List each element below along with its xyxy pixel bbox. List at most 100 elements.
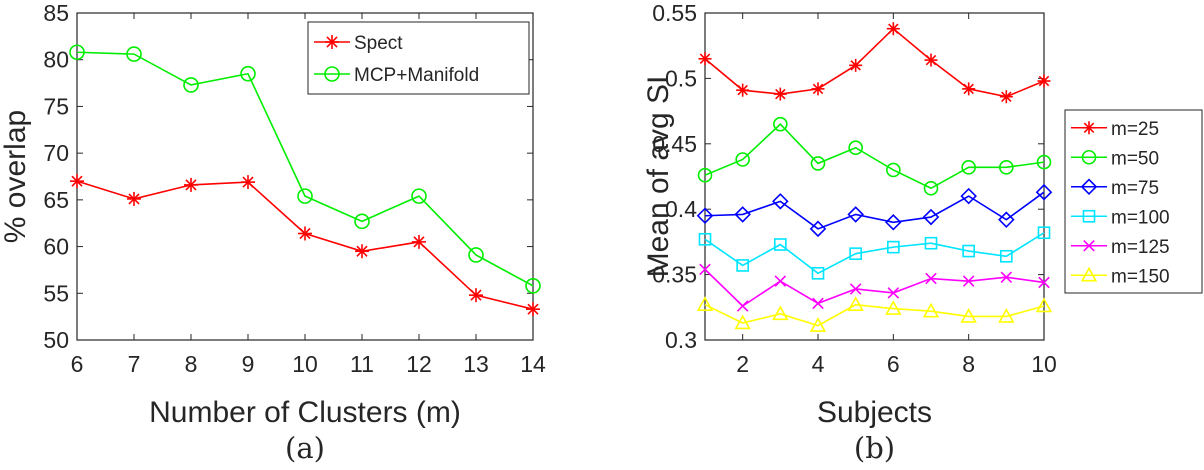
data-point xyxy=(998,307,1015,323)
y-tick-label: 0.4 xyxy=(665,196,697,222)
x-tick-label: 7 xyxy=(128,351,141,377)
marker-circle xyxy=(525,278,541,294)
marker-square xyxy=(1000,249,1013,263)
data-point xyxy=(468,247,484,263)
marker-diamond xyxy=(847,206,864,223)
marker-square xyxy=(1037,226,1051,240)
data-point xyxy=(241,175,255,190)
data-point xyxy=(810,156,826,171)
series-m-150 xyxy=(696,296,1053,332)
marker-stroke xyxy=(888,23,899,34)
marker-triangle xyxy=(1080,266,1098,282)
data-point xyxy=(885,300,902,315)
data-point xyxy=(183,77,199,93)
marker-stroke xyxy=(925,54,937,66)
data-point xyxy=(809,220,827,238)
data-point xyxy=(772,193,789,210)
legend: m=25 m=50 m=75 m=100 m=125 m=150 xyxy=(1064,109,1203,294)
marker-stroke xyxy=(527,303,539,315)
data-point xyxy=(1035,183,1053,201)
marker-square xyxy=(1082,209,1096,223)
marker-stroke xyxy=(812,83,824,95)
marker-stroke xyxy=(849,283,862,295)
y-tick-label: 0.5 xyxy=(665,65,697,91)
marker-circle xyxy=(810,156,826,171)
x-tick-label: 11 xyxy=(350,351,374,377)
legend-box xyxy=(307,21,530,95)
series-m-125 xyxy=(699,263,1050,312)
marker-square xyxy=(774,238,787,251)
x-tick-label: 13 xyxy=(463,351,489,377)
data-point xyxy=(923,180,939,196)
figure-caption: (a) xyxy=(285,431,325,465)
y-tick-label: 55 xyxy=(43,280,69,306)
x-axis-label: Subjects xyxy=(817,396,932,429)
data-point xyxy=(1037,74,1051,88)
marker-stroke xyxy=(925,272,937,285)
data-point xyxy=(412,234,426,249)
marker-circle xyxy=(886,162,901,178)
y-tick-label: 0.35 xyxy=(652,262,697,288)
marker-diamond xyxy=(1080,178,1098,196)
marker-circle xyxy=(697,167,713,183)
marker-stroke xyxy=(699,263,711,276)
legend-entry: m=150 xyxy=(1071,266,1170,287)
legend-label: m=150 xyxy=(1111,266,1170,287)
data-point xyxy=(887,287,900,299)
legend-label: m=25 xyxy=(1111,119,1159,140)
series-m-25 xyxy=(698,22,1051,104)
data-point xyxy=(849,58,863,72)
y-axis-label: % overlap xyxy=(0,110,32,243)
marker-circle xyxy=(240,65,256,82)
marker-circle xyxy=(297,188,313,204)
marker-circle xyxy=(1036,154,1052,170)
data-point xyxy=(848,140,863,156)
figure-caption: (b) xyxy=(854,431,895,465)
series-line xyxy=(76,51,534,287)
series-line xyxy=(704,303,1045,327)
marker-square xyxy=(887,240,900,254)
marker-stroke xyxy=(185,179,197,191)
marker-circle xyxy=(961,160,976,175)
legend-entry: m=100 xyxy=(1071,207,1170,228)
legend-label: m=50 xyxy=(1111,148,1159,169)
legend-entry: MCP+Manifold xyxy=(314,65,479,86)
x-tick-label: 8 xyxy=(185,351,198,377)
data-point xyxy=(525,278,541,294)
y-axis-label: Mean of avg SI xyxy=(642,76,675,278)
marker-triangle xyxy=(734,314,751,330)
series-m-100 xyxy=(698,226,1051,280)
x-tick-label: 6 xyxy=(887,351,900,377)
series-line xyxy=(704,268,1045,308)
marker-circle xyxy=(354,213,370,230)
legend-label: MCP+Manifold xyxy=(354,65,479,86)
marker-stroke xyxy=(775,88,786,100)
y-tick-label: 85 xyxy=(43,0,69,26)
legend-entry: m=125 xyxy=(1071,237,1170,258)
data-point xyxy=(1038,276,1050,289)
x-tick-label: 6 xyxy=(71,351,84,377)
legend-label: m=100 xyxy=(1111,207,1170,228)
data-point xyxy=(811,266,825,280)
legend-marker xyxy=(324,66,340,82)
data-point xyxy=(960,187,977,205)
legend-marker xyxy=(1081,149,1097,165)
legend-label: Spect xyxy=(354,33,403,54)
marker-stroke xyxy=(299,227,311,240)
series-m-75 xyxy=(696,183,1053,238)
data-point xyxy=(736,300,749,312)
data-point xyxy=(699,263,711,276)
data-point xyxy=(697,167,713,183)
data-point xyxy=(773,87,787,101)
marker-stroke xyxy=(1083,239,1095,252)
data-point xyxy=(240,65,256,82)
data-point xyxy=(924,236,938,250)
chart-b: 2 4 6 8 10 0.3 0.35 0.4 0.45 0.5 0.55 Subjects Mean … xyxy=(642,0,1203,465)
data-point xyxy=(126,46,142,62)
data-point xyxy=(772,305,789,321)
data-point xyxy=(696,207,714,225)
y-tick-label: 0.45 xyxy=(652,131,697,157)
marker-stroke xyxy=(356,245,368,257)
marker-square xyxy=(849,247,862,260)
